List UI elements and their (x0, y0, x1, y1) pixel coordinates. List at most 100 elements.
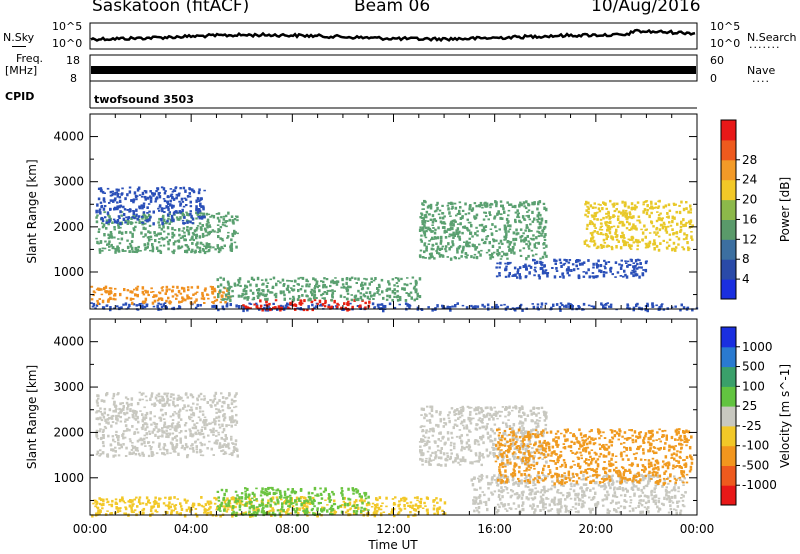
data-cell (147, 236, 150, 238)
data-cell (655, 233, 658, 236)
data-cell (331, 289, 334, 292)
data-cell (232, 419, 236, 423)
data-cell (224, 499, 228, 502)
data-cell (239, 284, 242, 287)
data-cell (191, 426, 195, 429)
data-cell (206, 225, 209, 229)
data-cell (480, 455, 484, 457)
data-cell (567, 510, 570, 513)
data-cell (183, 222, 187, 225)
data-cell (688, 220, 691, 224)
data-cell (221, 223, 225, 226)
data-cell (234, 497, 238, 500)
data-cell (521, 433, 524, 435)
data-cell (677, 237, 681, 241)
data-cell (201, 454, 205, 457)
data-cell (99, 428, 102, 431)
data-cell (434, 451, 438, 453)
data-cell (523, 431, 527, 435)
data-cell (671, 247, 674, 252)
data-cell (163, 192, 167, 195)
data-cell (537, 217, 541, 220)
data-cell (592, 239, 596, 243)
data-cell (508, 272, 511, 275)
data-cell (378, 496, 382, 500)
data-cell (454, 459, 457, 462)
data-cell (95, 502, 99, 504)
data-cell (107, 242, 110, 246)
data-cell (471, 235, 474, 238)
data-cell (186, 212, 189, 216)
data-cell (302, 502, 306, 506)
data-cell (106, 413, 110, 417)
data-cell (147, 293, 150, 297)
data-cell (224, 214, 228, 218)
data-cell (279, 308, 282, 312)
data-cell (356, 305, 360, 307)
data-cell (149, 509, 153, 513)
data-cell (600, 225, 604, 227)
data-cell (203, 245, 206, 248)
data-cell (398, 503, 401, 506)
data-cell (486, 406, 489, 409)
data-cell (428, 440, 431, 443)
data-cell (541, 271, 545, 275)
data-cell (597, 259, 600, 263)
data-cell (143, 305, 147, 309)
data-cell (232, 421, 235, 424)
data-cell (370, 277, 373, 281)
data-cell (289, 512, 292, 514)
data-cell (482, 229, 486, 233)
data-cell (479, 486, 482, 490)
data-cell (407, 504, 410, 507)
data-cell (95, 429, 99, 433)
data-cell (189, 212, 192, 216)
data-cell (596, 218, 599, 221)
data-cell (100, 288, 103, 291)
data-cell (469, 422, 473, 425)
data-cell (282, 307, 286, 309)
data-cell (665, 246, 669, 249)
data-cell (478, 411, 481, 415)
data-cell (141, 221, 144, 224)
data-cell (539, 225, 542, 229)
data-cell (99, 240, 103, 244)
data-cell (228, 502, 232, 505)
data-cell (205, 234, 209, 237)
data-cell (129, 499, 132, 502)
data-cell (209, 230, 213, 233)
data-cell (453, 445, 456, 448)
colorbar-frame (720, 119, 737, 300)
data-cell (96, 394, 99, 398)
data-cell (652, 242, 655, 246)
data-cell (480, 204, 484, 207)
data-cell (270, 499, 273, 503)
data-cell (632, 306, 636, 309)
data-cell (636, 241, 639, 244)
data-cell (494, 413, 498, 417)
data-cell (566, 492, 569, 495)
data-cell (137, 501, 141, 504)
data-cell (195, 448, 198, 451)
data-cell (159, 398, 162, 401)
data-cell (219, 226, 223, 229)
data-cell (685, 234, 689, 237)
data-cell (253, 496, 256, 498)
data-cell (575, 259, 578, 264)
data-cell (583, 242, 587, 245)
data-cell (189, 432, 192, 436)
data-cell (191, 443, 194, 446)
data-cell (528, 478, 532, 481)
data-cell (467, 448, 471, 451)
data-cell (103, 233, 106, 237)
data-cell (688, 226, 691, 229)
data-cell (216, 278, 219, 282)
data-cell (419, 426, 423, 429)
data-cell (638, 495, 641, 498)
data-cell (191, 222, 195, 225)
data-cell (442, 435, 445, 439)
data-cell (96, 240, 99, 244)
data-cell (615, 496, 619, 498)
data-cell (453, 233, 456, 237)
data-cell (473, 488, 476, 491)
